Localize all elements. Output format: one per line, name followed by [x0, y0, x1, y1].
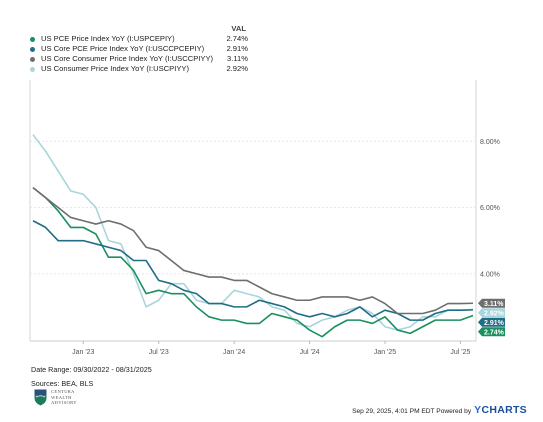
x-tick-label: Jan '24	[223, 349, 245, 356]
end-label-text: 2.92%	[484, 310, 505, 317]
x-tick-label: Jul '23	[149, 349, 169, 356]
timestamp-text: Sep 29, 2025, 4:01 PM EDT Powered by	[352, 408, 472, 415]
legend-item-core-cpi[interactable]: US Core Consumer Price Index YoY (I:USCC…	[30, 54, 248, 64]
logo-line-3: ADVISORY	[51, 400, 77, 406]
end-label-bg	[478, 308, 505, 318]
ycharts-credit: Sep 29, 2025, 4:01 PM EDT Powered by YCH…	[352, 404, 527, 416]
end-label-text: 2.74%	[484, 329, 505, 336]
legend-item-label: US Consumer Price Index YoY (I:USCPIYY)	[41, 64, 189, 73]
legend-dot-icon	[30, 46, 35, 52]
y-tick-label: 4.00%	[480, 271, 500, 278]
end-label-bg	[478, 327, 505, 337]
series-layer	[32, 134, 474, 338]
x-axis: Jan '23 Jul '23 Jan '24 Jul '24 Jan '25 Jul '…	[72, 341, 471, 356]
ycharts-logo[interactable]: YCHARTS	[474, 404, 527, 416]
sources-text: Sources: BEA, BLS	[31, 379, 94, 388]
end-label: 3.11%	[478, 298, 505, 308]
date-range-text: Date Range: 09/30/2022 - 08/31/2025	[31, 365, 152, 374]
x-tick-label: Jul '25	[450, 349, 470, 356]
ycharts-logo-y: Y	[474, 404, 482, 416]
end-label: 2.92%	[478, 308, 505, 317]
logo-line-1: CENTURA	[51, 389, 75, 395]
legend-item-cpi[interactable]: US Consumer Price Index YoY (I:USCPIYY) …	[30, 64, 248, 74]
ycharts-logo-rest: CHARTS	[481, 404, 527, 416]
legend-item-pce[interactable]: US PCE Price Index YoY (I:USPCEPIY) 2.74…	[30, 34, 248, 44]
end-labels: 3.11% 2.92% 2.91% 2.74%	[478, 298, 505, 336]
x-tick-label: Jul '24	[300, 349, 320, 356]
legend-item-label: US Core PCE Price Index YoY (I:USCCPCEPI…	[41, 44, 205, 53]
end-label: 2.74%	[478, 327, 505, 336]
end-label-text: 2.91%	[484, 320, 505, 327]
legend: VAL US PCE Price Index YoY (I:USPCEPIY) …	[30, 24, 248, 74]
end-label-bg	[478, 298, 505, 308]
series-line[interactable]	[32, 187, 474, 315]
legend-dot-icon	[30, 36, 35, 42]
legend-item-value: 2.74%	[226, 34, 248, 43]
company-logo: CENTURA WEALTH ADVISORY	[34, 389, 77, 406]
y-axis: 4.00% 6.00% 8.00%	[480, 139, 500, 278]
series-line[interactable]	[32, 134, 474, 331]
series-line[interactable]	[32, 220, 474, 321]
end-label-bg	[478, 317, 505, 327]
logo-line-2: WEALTH	[51, 394, 72, 400]
series-line[interactable]	[32, 187, 474, 338]
legend-item-label: US Core Consumer Price Index YoY (I:USCC…	[41, 54, 214, 63]
legend-item-value: 3.11%	[227, 54, 248, 63]
x-tick-label: Jan '23	[72, 349, 94, 356]
shield-icon	[34, 389, 47, 406]
legend-item-value: 2.91%	[226, 44, 248, 53]
grid-layer	[29, 80, 477, 342]
end-label: 2.91%	[478, 317, 505, 327]
legend-dot-icon	[30, 56, 35, 62]
legend-header: VAL	[231, 24, 246, 33]
x-tick-label: Jan '25	[374, 349, 396, 356]
legend-item-label: US PCE Price Index YoY (I:USPCEPIY)	[41, 34, 175, 43]
legend-dot-icon	[30, 66, 35, 72]
y-tick-label: 6.00%	[480, 205, 500, 212]
y-tick-label: 8.00%	[480, 139, 500, 146]
end-label-text: 3.11%	[484, 301, 504, 308]
legend-item-value: 2.92%	[226, 64, 248, 73]
legend-item-core-pce[interactable]: US Core PCE Price Index YoY (I:USCCPCEPI…	[30, 44, 248, 54]
